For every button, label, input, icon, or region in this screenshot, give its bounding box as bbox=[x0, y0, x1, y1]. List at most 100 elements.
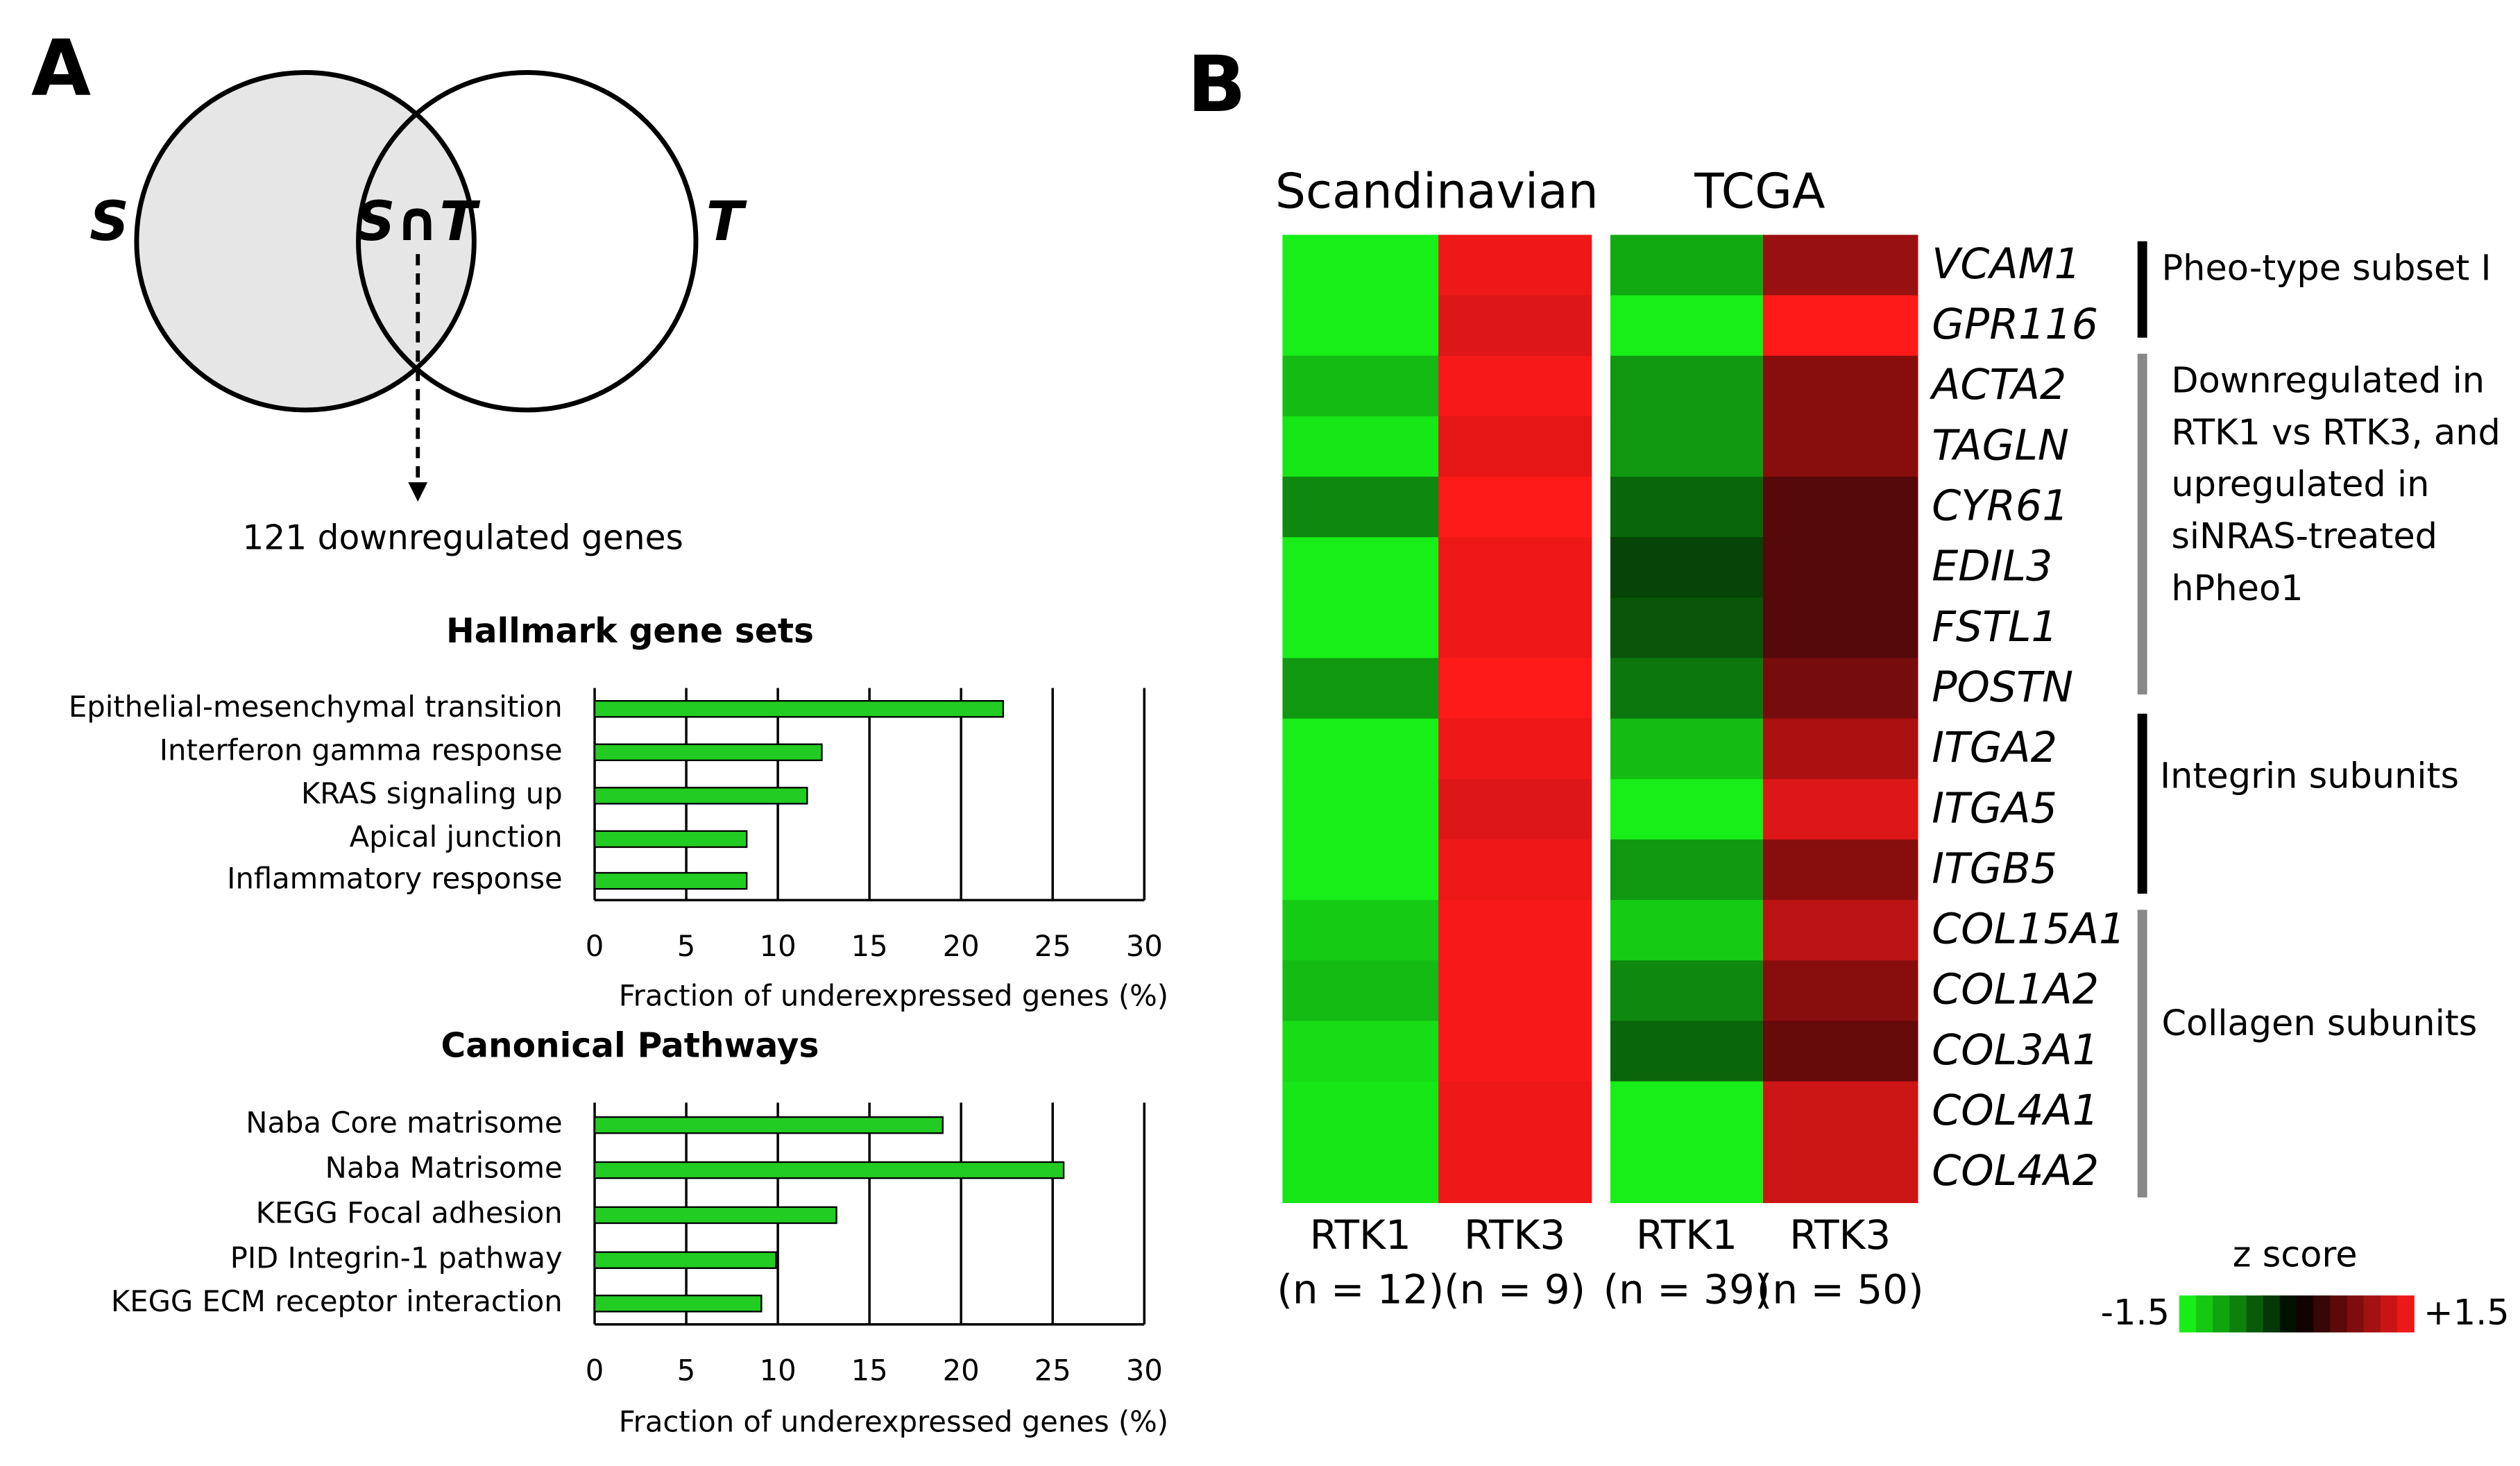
row-label: ITGA5 bbox=[1932, 784, 2057, 833]
x-tick-label: 20 bbox=[943, 929, 980, 963]
category-label: KEGG Focal adhesion bbox=[256, 1195, 563, 1229]
colorbar-segment bbox=[2229, 1295, 2247, 1333]
heatmap-cell bbox=[1610, 355, 1764, 418]
bar bbox=[593, 1116, 944, 1134]
annotation: RTK1 vs RTK3, and bbox=[2171, 412, 2501, 453]
colorbar-title: z score bbox=[2233, 1235, 2358, 1276]
column-label: RTK1 bbox=[1636, 1211, 1737, 1259]
heatmap-cell bbox=[1438, 1021, 1592, 1082]
bar bbox=[593, 743, 823, 762]
heatmap-cell bbox=[1438, 235, 1592, 296]
heatmap-cell bbox=[1763, 597, 1918, 659]
row-label: ITGB5 bbox=[1932, 844, 2057, 893]
column-sample-label: (n = 50) bbox=[1757, 1266, 1924, 1313]
heatmap-cell bbox=[1438, 477, 1592, 538]
column-label: RTK3 bbox=[1789, 1211, 1891, 1259]
x-tick-label: 25 bbox=[1035, 929, 1071, 963]
heatmap-cell bbox=[1438, 778, 1592, 841]
bar bbox=[593, 1161, 1065, 1179]
heatmap-cell bbox=[1610, 960, 1764, 1022]
row-label: FSTL1 bbox=[1932, 603, 2058, 651]
colorbar-segment bbox=[2297, 1295, 2314, 1333]
x-axis-label: Fraction of underexpressed genes (%) bbox=[619, 979, 1168, 1013]
column-label: RTK3 bbox=[1464, 1211, 1565, 1259]
row-label: CYR61 bbox=[1932, 482, 2068, 531]
heatmap-cell bbox=[1282, 658, 1440, 719]
colorbar-segment bbox=[2196, 1295, 2213, 1333]
venn-circle bbox=[356, 70, 699, 413]
heatmap-cell bbox=[1282, 235, 1440, 296]
annotation: Downregulated in bbox=[2171, 361, 2485, 402]
x-tick-label: 0 bbox=[586, 929, 604, 963]
row-label: GPR116 bbox=[1932, 300, 2098, 349]
column-label: RTK1 bbox=[1310, 1211, 1411, 1259]
heatmap-cell bbox=[1610, 597, 1764, 659]
venn-label: S bbox=[90, 189, 129, 253]
venn-circle bbox=[134, 70, 477, 413]
x-axis-label: Fraction of underexpressed genes (%) bbox=[619, 1405, 1168, 1439]
column-sample-label: (n = 39) bbox=[1603, 1266, 1771, 1313]
venn-arrowhead bbox=[408, 482, 428, 502]
heatmap-cell bbox=[1282, 900, 1440, 962]
column-group-label: TCGA bbox=[1694, 164, 1825, 220]
bar bbox=[593, 787, 808, 805]
venn-caption: 121 downregulated genes bbox=[242, 519, 683, 558]
heatmap-cell bbox=[1763, 235, 1918, 296]
row-label: COL1A2 bbox=[1932, 966, 2099, 1014]
heatmap-cell bbox=[1763, 718, 1918, 780]
heatmap-cell bbox=[1282, 1141, 1440, 1204]
colorbar-tick-label: +1.5 bbox=[2424, 1293, 2510, 1333]
x-tick-label: 15 bbox=[851, 1353, 888, 1387]
colorbar-tick-label: -1.5 bbox=[2101, 1293, 2170, 1333]
heatmap-cell bbox=[1610, 537, 1764, 599]
heatmap-cell bbox=[1282, 295, 1440, 357]
heatmap-cell bbox=[1438, 718, 1592, 780]
heatmap-cell bbox=[1438, 295, 1592, 357]
x-tick-label: 10 bbox=[760, 929, 797, 963]
heatmap-cell bbox=[1763, 416, 1918, 478]
colorbar-segment bbox=[2396, 1295, 2415, 1333]
heatmap-cell bbox=[1438, 1141, 1592, 1204]
x-tick-label: 5 bbox=[677, 929, 696, 963]
heatmap-cell bbox=[1763, 1141, 1918, 1204]
x-tick-label: 5 bbox=[677, 1353, 696, 1387]
bar bbox=[593, 1206, 837, 1225]
heatmap-cell bbox=[1763, 900, 1918, 962]
x-tick-label: 25 bbox=[1035, 1353, 1071, 1387]
colorbar-segment bbox=[2246, 1295, 2264, 1333]
heatmap-cell bbox=[1610, 718, 1764, 780]
category-label: Epithelial-mesenchymal transition bbox=[69, 690, 563, 724]
heatmap-cell bbox=[1438, 597, 1592, 659]
heatmap-cell bbox=[1438, 960, 1592, 1022]
category-label: Apical junction bbox=[350, 819, 563, 853]
annotation: siNRAS-treated bbox=[2171, 516, 2437, 557]
heatmap-cell bbox=[1763, 658, 1918, 719]
heatmap-cell bbox=[1610, 477, 1764, 538]
heatmap-cell bbox=[1438, 416, 1592, 478]
row-label: POSTN bbox=[1932, 663, 2073, 712]
bar bbox=[593, 871, 748, 890]
x-tick-label: 20 bbox=[943, 1353, 980, 1387]
panel-label: A bbox=[31, 24, 91, 114]
annotation: Collagen subunits bbox=[2161, 1003, 2477, 1044]
heatmap-cell bbox=[1763, 537, 1918, 599]
colorbar-segment bbox=[2380, 1295, 2398, 1333]
heatmap-cell bbox=[1610, 295, 1764, 357]
heatmap-cell bbox=[1763, 960, 1918, 1022]
bar bbox=[593, 1295, 763, 1313]
row-label: COL4A1 bbox=[1932, 1086, 2099, 1135]
colorbar-segment bbox=[2330, 1295, 2348, 1333]
heatmap-cell bbox=[1282, 355, 1440, 418]
category-label: Inflammatory response bbox=[227, 862, 563, 896]
bar bbox=[593, 700, 1005, 718]
colorbar-segment bbox=[2263, 1295, 2281, 1333]
colorbar-segment bbox=[2363, 1295, 2381, 1333]
bracket bbox=[2137, 713, 2147, 894]
heatmap-cell bbox=[1763, 778, 1918, 841]
heatmap-cell bbox=[1282, 477, 1440, 538]
bar bbox=[593, 1251, 777, 1269]
annotation: Pheo-type subset I bbox=[2161, 248, 2491, 289]
colorbar-segment bbox=[2213, 1295, 2231, 1333]
heatmap-cell bbox=[1438, 355, 1592, 418]
